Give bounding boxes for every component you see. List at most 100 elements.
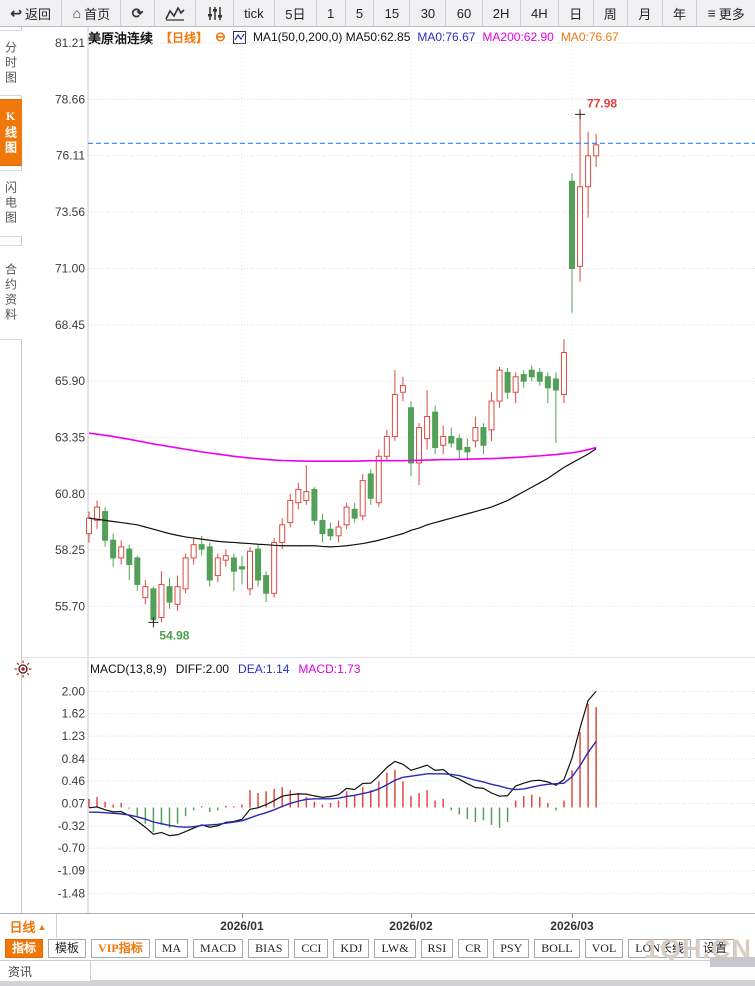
bottom-strip [0, 981, 755, 986]
tab-lon[interactable]: LON长线 [628, 939, 691, 958]
sidebar-item-contract-info[interactable]: 合约资料 [0, 245, 22, 340]
interval-tick[interactable]: tick [234, 0, 275, 26]
interval-week[interactable]: 周 [594, 0, 629, 26]
candle-body [496, 369, 503, 402]
candle-body [375, 455, 382, 504]
y-axis-label: 63.35 [55, 431, 85, 445]
indicator-sun-icon[interactable] [14, 660, 32, 678]
tab-label: LW& [381, 941, 409, 955]
high-price-label: 77.98 [587, 96, 617, 110]
candle-body [480, 427, 487, 446]
ma-legend-icon[interactable] [232, 30, 246, 44]
area-chart-button[interactable] [155, 0, 197, 26]
refresh-button[interactable]: ⟳ [121, 0, 155, 26]
tab-label: MACD [200, 941, 237, 955]
interval-day[interactable]: 日 [559, 0, 594, 26]
back-arrow-icon: ↩ [10, 4, 23, 21]
candle-body [327, 528, 334, 537]
sidebar-item-label: 闪电图 [3, 181, 18, 226]
collapse-icon[interactable]: ⊖ [215, 29, 226, 44]
macd-chart-canvas[interactable]: 2.00 1.62 1.23 0.84 0.46 0.07 -0.32 -0.70 -1.09 -… [22, 657, 755, 913]
sidebar-item-lightning-chart[interactable]: 闪电图 [0, 170, 22, 237]
interval-15min[interactable]: 15 [374, 0, 411, 26]
symbol-name: 美原油连续 [88, 30, 154, 46]
candle-body [142, 586, 149, 599]
left-sidebar: 分时图 K线图 闪电图 合约资料 [0, 27, 22, 913]
candle-body [391, 393, 398, 437]
y-axis-label: 65.90 [55, 374, 85, 388]
sidebar-item-timeshare-chart[interactable]: 分时图 [0, 30, 22, 96]
interval-month[interactable]: 月 [628, 0, 663, 26]
interval-1min[interactable]: 1 [317, 0, 346, 26]
candle-body [198, 544, 205, 550]
x-axis-date: 2026/03 [550, 919, 594, 933]
more-label: 更多 [718, 6, 745, 22]
interval-30min[interactable]: 30 [410, 0, 447, 26]
tab-cr[interactable]: CR [458, 939, 489, 958]
candle-body [230, 557, 237, 572]
period-selector[interactable]: 日线 ▲ [0, 914, 57, 939]
ma200-value: MA200:62.90 [482, 30, 554, 44]
candle-body [552, 378, 559, 391]
candle-body [464, 446, 471, 453]
y-axis-label: 78.66 [55, 92, 85, 106]
interval-5min[interactable]: 5 [346, 0, 375, 26]
interval-4h[interactable]: 4H [521, 0, 559, 26]
candle-body [383, 435, 390, 457]
chart-header: 美原油连续 【日线】 ⊖ MA1(50,0,200,0) MA50:62.85 … [88, 29, 619, 46]
candle-body [512, 376, 519, 393]
candle-body [585, 155, 592, 188]
candle-body [126, 548, 133, 566]
tab-label: LON长线 [635, 941, 684, 955]
more-button[interactable]: ≡ 更多 [697, 0, 755, 26]
refresh-icon: ⟳ [131, 4, 144, 21]
macd-formula[interactable]: MACD(13,8,9) [90, 662, 167, 676]
candle-body [238, 566, 245, 570]
tab-kdj[interactable]: KDJ [333, 939, 370, 958]
candle-body [182, 557, 189, 590]
sliders-icon [207, 6, 222, 20]
x-axis-date: 2026/02 [389, 919, 433, 933]
period-badge[interactable]: 【日线】 [160, 30, 209, 45]
tab-vip-indicator[interactable]: VIP指标 [91, 939, 150, 958]
tab-vol[interactable]: VOL [584, 939, 624, 958]
tab-macd[interactable]: MACD [193, 939, 244, 958]
y-axis-label: 0.84 [62, 752, 86, 766]
candle-body [416, 427, 423, 464]
candle-body [367, 473, 374, 499]
tab-rsi[interactable]: RSI [420, 939, 454, 958]
candle-body [222, 555, 229, 561]
home-button[interactable]: ⌂ 首页 [62, 0, 122, 26]
tab-ma[interactable]: MA [154, 939, 189, 958]
kline-chart-canvas[interactable]: 81.21 78.66 76.11 73.56 71.00 68.45 65.90 63.35… [22, 27, 755, 657]
tab-lw[interactable]: LW& [374, 939, 416, 958]
macd-header: MACD(13,8,9) DIFF:2.00 DEA:1.14 MACD:1.7… [90, 661, 360, 677]
tab-cci[interactable]: CCI [294, 939, 329, 958]
tab-template[interactable]: 模板 [48, 939, 87, 958]
scrollbar-corner[interactable] [710, 957, 755, 967]
volume-sliders-button[interactable] [196, 0, 234, 26]
interval-label: 月 [638, 6, 652, 22]
tab-indicator[interactable]: 指标 [5, 939, 44, 958]
interval-60min[interactable]: 60 [446, 0, 483, 26]
y-axis-label: 71.00 [55, 262, 85, 276]
candle-body [593, 144, 600, 157]
tab-psy[interactable]: PSY [493, 939, 530, 958]
ma0-close-value: MA0:76.67 [417, 30, 476, 44]
interval-label: 年 [672, 6, 686, 22]
tab-bias[interactable]: BIAS [248, 939, 290, 958]
candle-body [399, 385, 406, 393]
interval-5day[interactable]: 5日 [275, 0, 317, 26]
candle-body [295, 488, 302, 504]
interval-year[interactable]: 年 [663, 0, 698, 26]
dea-line [89, 740, 597, 828]
tab-boll[interactable]: BOLL [534, 939, 580, 958]
tab-news[interactable]: 资讯 [0, 961, 91, 982]
sidebar-item-label: K线图 [3, 109, 18, 156]
tab-label: KDJ [340, 941, 363, 955]
candle-body [408, 407, 414, 464]
sidebar-item-kline-chart[interactable]: K线图 [0, 99, 22, 166]
back-button[interactable]: ↩ 返回 [0, 0, 63, 26]
candle-body [560, 351, 567, 395]
interval-2h[interactable]: 2H [483, 0, 521, 26]
